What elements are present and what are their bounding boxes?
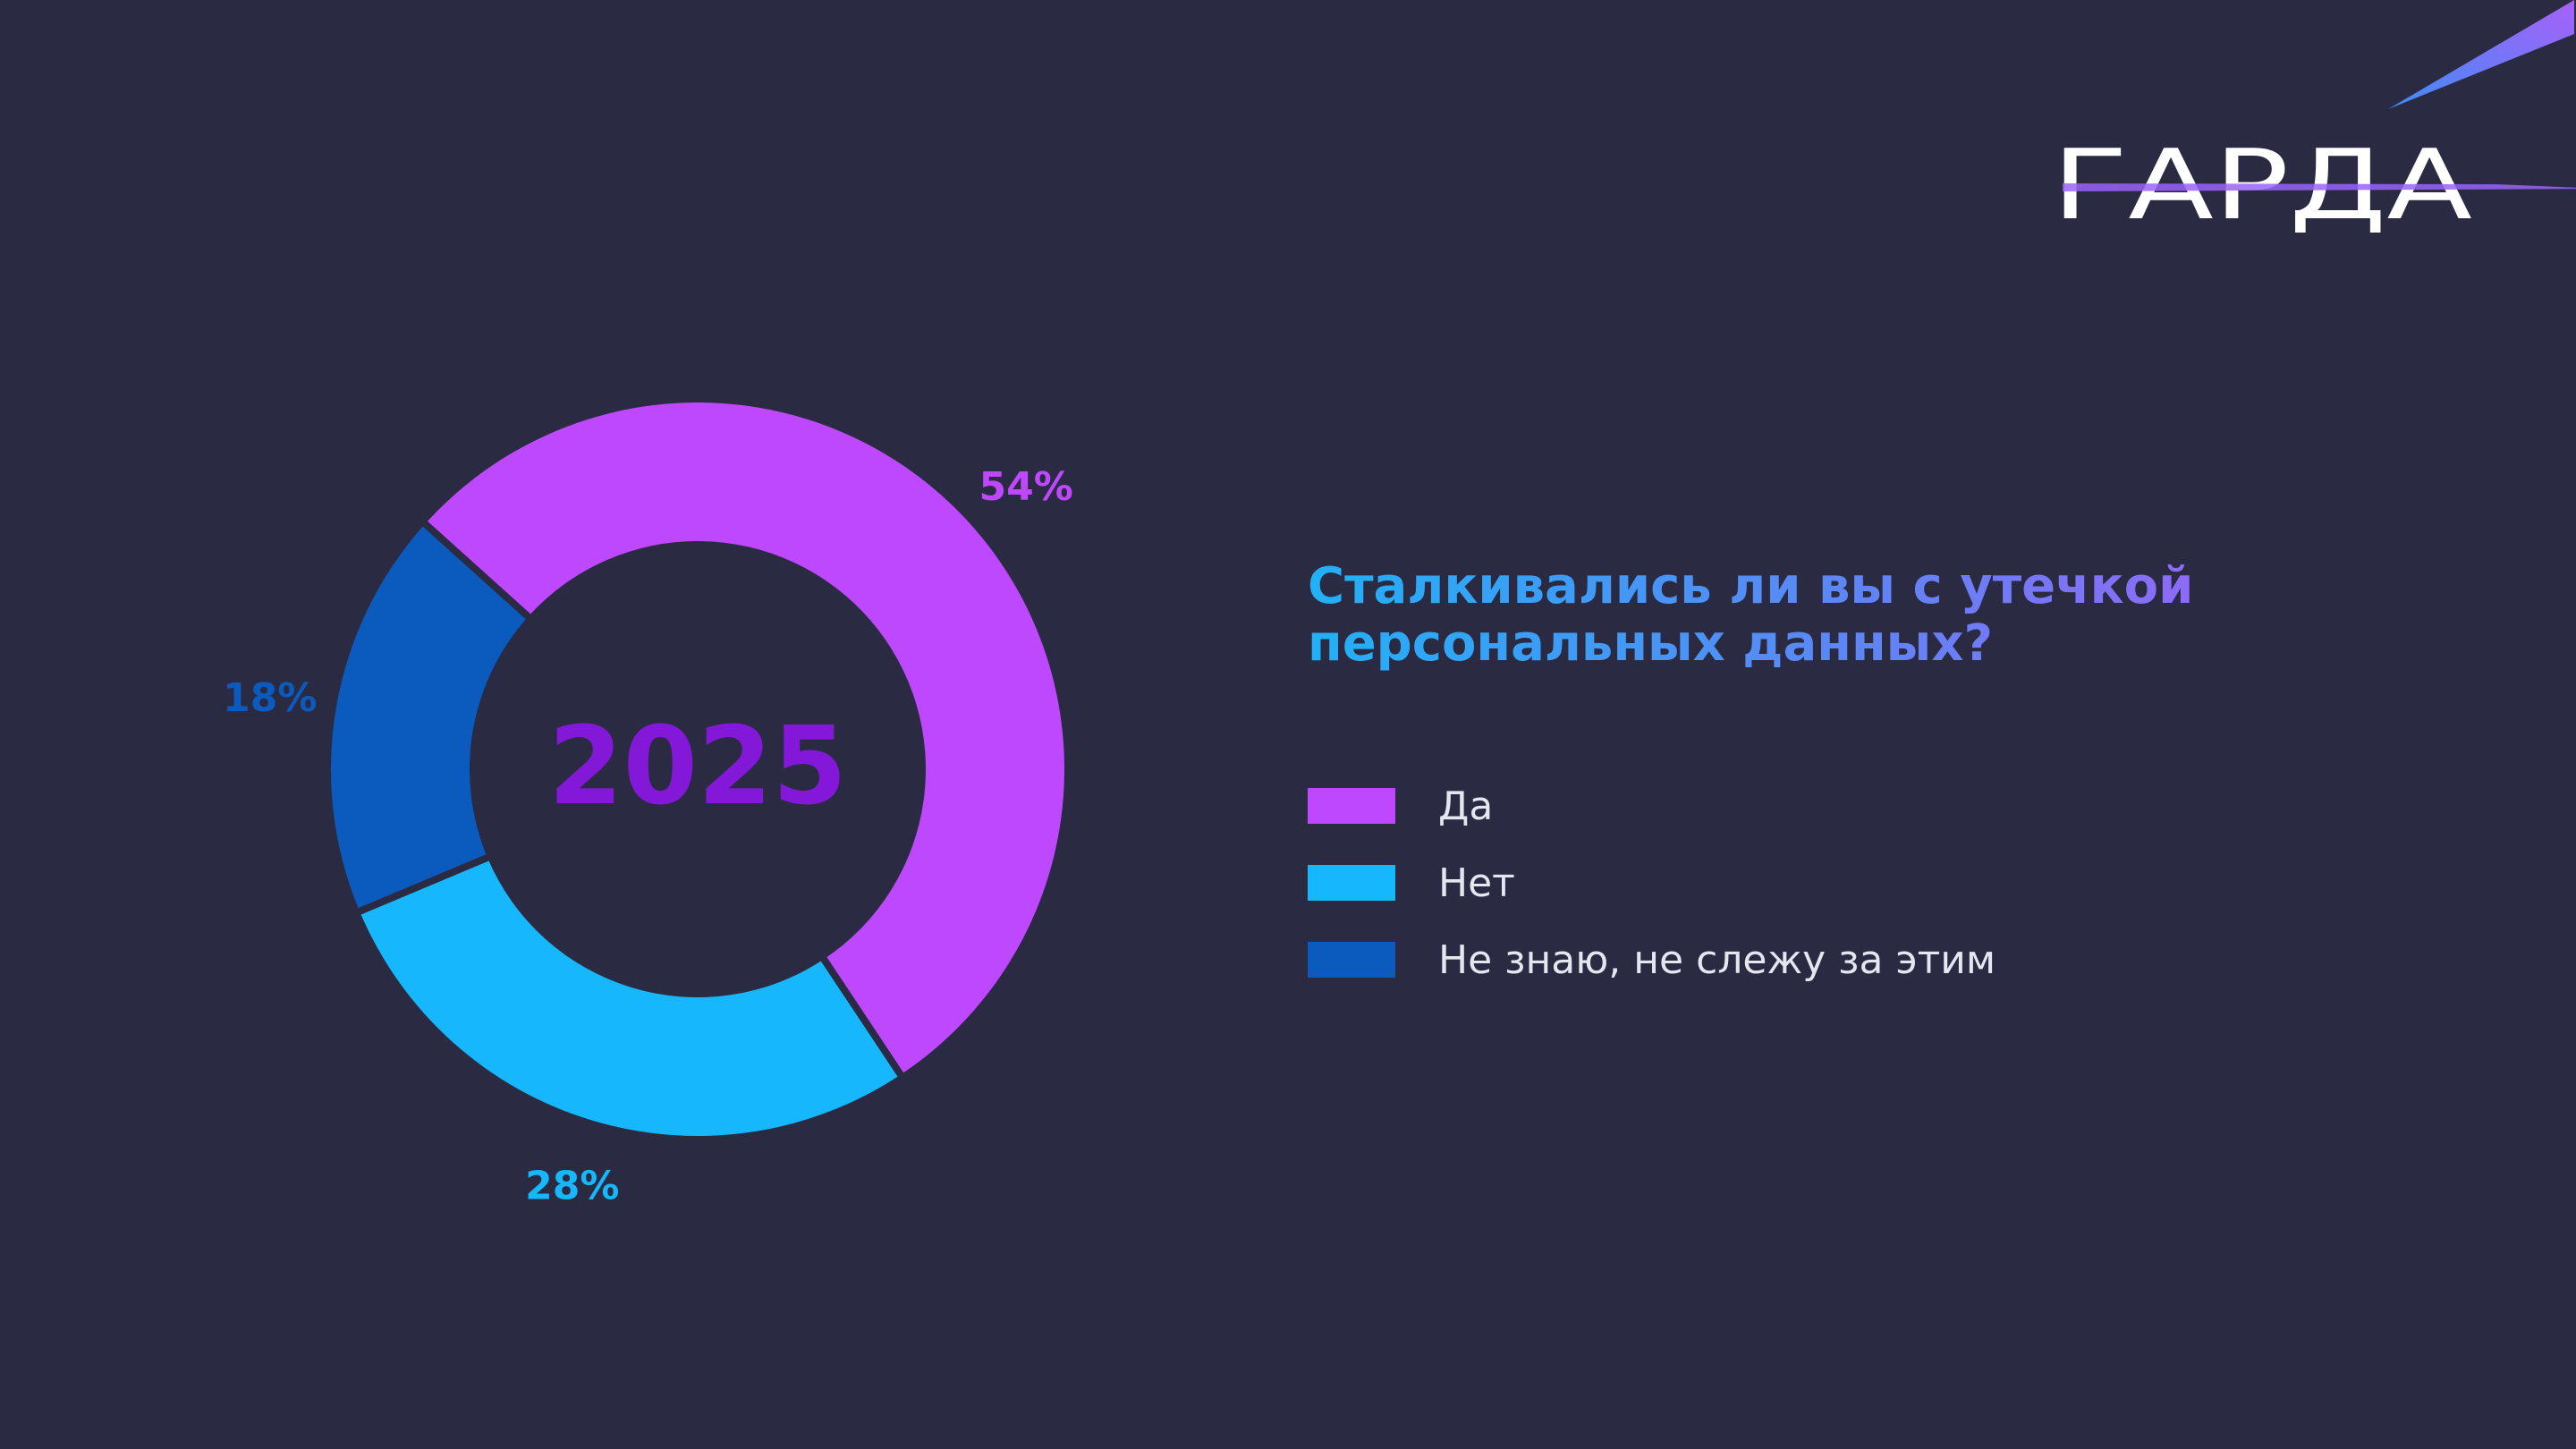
center-year: 2025 — [548, 705, 847, 829]
slice-separator — [818, 953, 906, 1080]
legend-swatch-dont-know — [1308, 942, 1395, 978]
legend-swatch-no — [1308, 865, 1395, 901]
legend-label-no: Нет — [1438, 860, 1515, 906]
slice-label-dont-know: 18% — [223, 675, 317, 721]
legend-item-yes: Да — [1308, 767, 1996, 844]
slice-label-yes: 54% — [979, 464, 1072, 510]
slice-label-no: 28% — [525, 1163, 619, 1208]
donut-slice-no — [360, 857, 901, 1136]
slice-separator — [353, 852, 494, 917]
legend-item-dont-know: Не знаю, не слежу за этим — [1308, 921, 1996, 998]
garda-logo: ГАРДА — [2030, 0, 2576, 242]
legend-swatch-yes — [1308, 788, 1395, 824]
question-line-1: Сталкивались ли вы с утечкой — [1308, 557, 2194, 615]
donut-slice-dont-know — [330, 523, 529, 911]
donut-slice-yes — [425, 402, 1064, 1075]
legend-label-dont-know: Не знаю, не слежу за этим — [1438, 936, 1996, 983]
slice-separator — [419, 518, 534, 623]
chart-legend: Да Нет Не знаю, не слежу за этим — [1308, 767, 1996, 998]
chart-question: Сталкивались ли вы с утечкой персональны… — [1308, 558, 2292, 673]
question-line-2: персональных данных? — [1308, 614, 1993, 673]
legend-label-yes: Да — [1438, 783, 1494, 829]
logo-accent — [2063, 183, 2576, 191]
logo-streak — [2388, 0, 2574, 109]
legend-item-no: Нет — [1308, 844, 1996, 921]
